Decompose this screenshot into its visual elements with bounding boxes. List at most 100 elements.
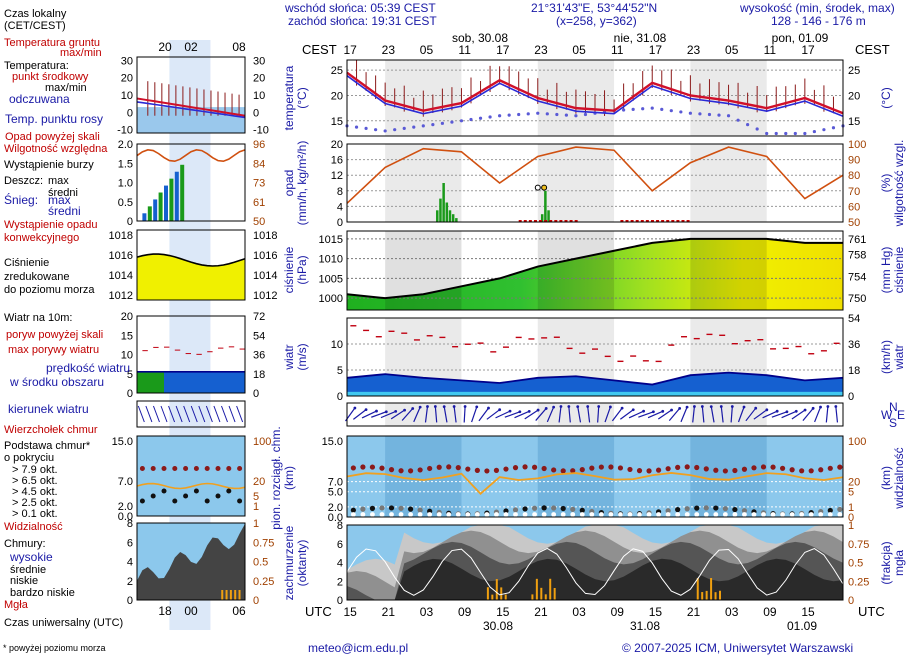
sunrise-text: wschód słońca: 05:39 CEST bbox=[284, 1, 436, 15]
mini-cloud-layer bbox=[137, 523, 245, 600]
cloud-base-dot bbox=[675, 507, 681, 513]
cloud-base-dot-light bbox=[446, 512, 452, 517]
day-bottom: 31.08 bbox=[630, 619, 660, 633]
axis-cloud-unit: (km) bbox=[282, 466, 296, 490]
dew-point bbox=[822, 128, 826, 132]
mini-wind-tick: 0 bbox=[127, 388, 133, 400]
wind-arrow-head bbox=[442, 405, 446, 409]
wind-arrow bbox=[814, 406, 822, 423]
wind-tick: 5 bbox=[337, 365, 343, 377]
dew-point bbox=[507, 113, 511, 117]
wind-arrow-head bbox=[803, 408, 807, 412]
wind-arrow-head bbox=[586, 405, 590, 408]
wind-arrow-head bbox=[552, 405, 556, 409]
wind-arrow-head bbox=[670, 408, 673, 412]
mini-frame-c bbox=[136, 435, 246, 517]
cloud-base-dot bbox=[741, 508, 748, 514]
mini-cest-hour: 20 bbox=[158, 40, 172, 54]
panel-press-frame bbox=[346, 230, 844, 311]
mini-frame-cv bbox=[136, 522, 246, 601]
humidity-tick: 70 bbox=[848, 186, 860, 198]
mini-wind-tick: 15 bbox=[121, 330, 133, 342]
cloud-base-dot bbox=[360, 506, 366, 512]
mini-temp-tick: 30 bbox=[121, 55, 133, 67]
cloud-tick: 15.0 bbox=[322, 436, 343, 448]
mini-cloud-base bbox=[193, 488, 199, 494]
wind-arrow bbox=[524, 409, 539, 420]
cloud-base-dot-light bbox=[389, 512, 394, 517]
mini-vis-tick: 100 bbox=[253, 436, 271, 448]
footer-email[interactable]: meteo@icm.edu.pl bbox=[308, 641, 408, 655]
cest-hour: 11 bbox=[764, 43, 777, 57]
wind-arrow-head bbox=[559, 405, 563, 408]
mini-vis-line bbox=[136, 482, 246, 490]
wind-arrow-head bbox=[567, 405, 571, 408]
cloud-top-dot bbox=[579, 466, 585, 473]
fog-bar bbox=[504, 594, 507, 600]
mini-precip-bar bbox=[153, 199, 158, 221]
humidity-tick: 50 bbox=[848, 217, 860, 229]
wind-arrow bbox=[692, 406, 696, 423]
dew-point bbox=[622, 108, 626, 112]
dew-point bbox=[564, 113, 568, 117]
cov-tick: 4 bbox=[337, 558, 343, 570]
cloud-base-dot bbox=[837, 506, 843, 513]
wind-arrow bbox=[753, 409, 768, 420]
night-band bbox=[385, 144, 462, 222]
precip-bar bbox=[540, 214, 544, 222]
fog-bar bbox=[710, 578, 713, 600]
cloud-base-dot-light bbox=[684, 512, 690, 517]
wind-arrow-head bbox=[651, 410, 655, 414]
cloud-base-dot-light bbox=[494, 512, 499, 517]
mini-wind-arrow bbox=[190, 405, 198, 423]
axis-mmhg-unit: (mm Hg) bbox=[879, 247, 893, 294]
dew-point bbox=[726, 114, 731, 118]
mini-wind-arrow bbox=[221, 405, 228, 423]
dew-point bbox=[517, 112, 521, 117]
axis-hum-unit: (%) bbox=[879, 174, 893, 193]
cest-label: CEST bbox=[302, 42, 337, 57]
utc-hour: 03 bbox=[420, 605, 434, 619]
legend-text: Chmury: bbox=[4, 538, 46, 550]
cloud-top-dot bbox=[636, 468, 643, 474]
panel-temp-frame bbox=[346, 59, 844, 137]
precip-bar bbox=[547, 210, 550, 222]
cloud-top-dot bbox=[551, 467, 557, 473]
wind-arrow-head bbox=[375, 409, 378, 413]
legend-text: Wilgotność względna bbox=[4, 143, 108, 155]
mini-wind-arrow bbox=[205, 405, 213, 423]
cloud-base-dot-light bbox=[589, 512, 595, 517]
dew-point bbox=[803, 131, 807, 136]
mini-cest-hour: 02 bbox=[184, 40, 198, 54]
utc-hour: 09 bbox=[611, 605, 625, 619]
humidity-tick: 90 bbox=[848, 155, 860, 167]
mini-temp-tick-r: 20 bbox=[253, 73, 265, 85]
mini-press-tick-r: 1016 bbox=[253, 250, 277, 262]
cloud-top-dot bbox=[741, 466, 748, 472]
visibility-line bbox=[346, 472, 844, 495]
cest-label-right: CEST bbox=[855, 42, 890, 57]
wind-arrow-head bbox=[498, 408, 502, 412]
legend-text: zredukowane bbox=[4, 271, 69, 283]
cloud-top-dot bbox=[770, 464, 776, 470]
wind-arrow bbox=[701, 406, 705, 423]
mini-cloud-bg bbox=[137, 436, 245, 516]
legend-text: (CET/CEST) bbox=[4, 20, 66, 32]
legend-group: Czas lokalny(CET/CEST) Temperatura gruntu… bbox=[4, 8, 130, 629]
temp-tick-left: 25 bbox=[331, 65, 343, 77]
cloud-top-dot bbox=[646, 468, 652, 474]
precip-bar bbox=[451, 214, 455, 222]
dew-point bbox=[498, 114, 502, 118]
cloud-base-dot-light bbox=[761, 512, 766, 517]
axis-fog-label: mgła bbox=[892, 550, 906, 576]
day-bottom: 30.08 bbox=[483, 619, 513, 633]
wind-arrow-head bbox=[685, 405, 689, 409]
temp-tick-right: 25 bbox=[848, 65, 860, 77]
cov-tick: 2 bbox=[337, 576, 343, 588]
night-band bbox=[690, 231, 767, 310]
cloud-base-dot-light bbox=[732, 512, 738, 517]
mini-wind-area-left bbox=[137, 371, 164, 393]
mini-press-tick: 1018 bbox=[109, 230, 133, 242]
temp-tick-right: 15 bbox=[848, 116, 860, 128]
dew-point bbox=[440, 121, 444, 125]
